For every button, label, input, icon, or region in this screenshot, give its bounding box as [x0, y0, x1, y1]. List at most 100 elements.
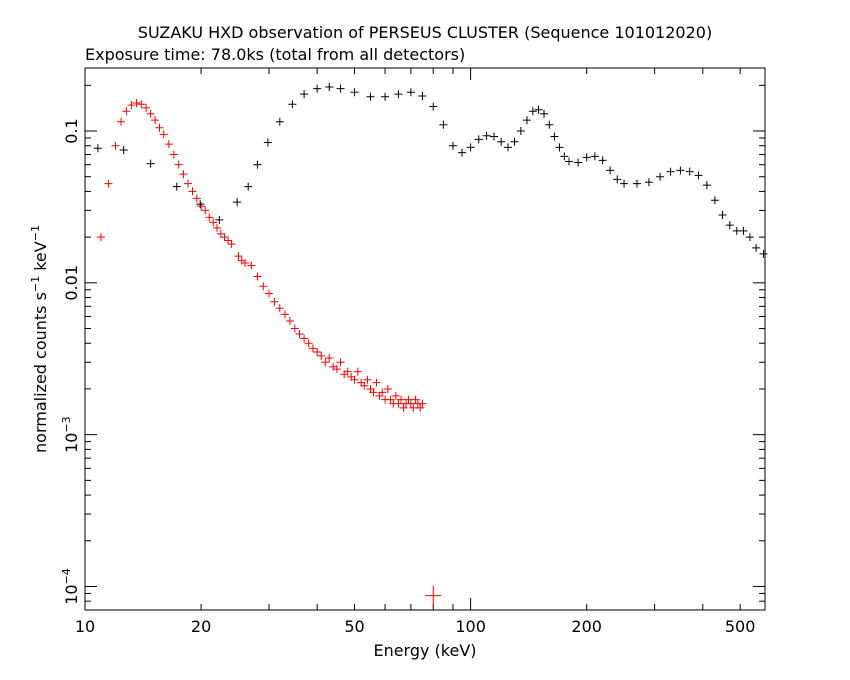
data-point	[656, 172, 665, 181]
data-point	[350, 375, 359, 384]
data-point	[325, 82, 334, 91]
data-point	[270, 297, 279, 306]
plot-frame	[84, 67, 766, 611]
data-point	[448, 141, 457, 150]
x-tick-label: 200	[571, 617, 602, 636]
data-point	[582, 153, 591, 162]
data-point	[159, 130, 168, 139]
data-point	[313, 84, 322, 93]
data-point	[264, 289, 273, 298]
data-point	[606, 166, 615, 175]
x-tick-label: 50	[344, 617, 364, 636]
data-point	[285, 317, 294, 326]
data-point	[710, 196, 719, 205]
x-tick-label: 100	[455, 617, 486, 636]
data-point	[565, 157, 574, 166]
data-point	[209, 218, 218, 227]
data-point	[363, 375, 372, 384]
data-point	[620, 179, 629, 188]
data-point	[490, 132, 499, 141]
data-point	[685, 167, 694, 176]
data-point	[321, 358, 330, 367]
data-point	[111, 141, 120, 150]
data-point	[560, 152, 569, 161]
data-point	[394, 90, 403, 99]
y-tick-label: 0.01	[62, 265, 81, 301]
data-point	[574, 158, 583, 167]
data-point	[220, 233, 229, 242]
y-tick-label: 10−3	[60, 416, 81, 453]
series	[93, 82, 768, 258]
data-point	[418, 92, 427, 101]
data-point	[227, 240, 236, 249]
x-axis-tick-labels: 10 20 50 100 200 500	[75, 617, 756, 636]
data-point	[718, 210, 727, 219]
data-point	[96, 233, 105, 242]
data-point	[197, 202, 206, 211]
data-point	[613, 175, 622, 184]
data-point	[482, 131, 491, 140]
data-point	[725, 221, 734, 230]
data-point	[290, 324, 299, 333]
data-point	[275, 117, 284, 126]
data-point	[184, 179, 193, 188]
data-point	[275, 304, 284, 313]
data-point	[555, 143, 564, 152]
data-point	[528, 107, 537, 116]
data-point	[418, 399, 427, 408]
data-point	[169, 150, 178, 159]
data-point	[308, 344, 317, 353]
data-point	[425, 585, 442, 606]
data-point	[280, 310, 289, 319]
data-point	[196, 200, 205, 209]
data-point	[247, 261, 256, 270]
data-point	[127, 101, 136, 110]
data-point	[288, 100, 297, 109]
data-point	[174, 160, 183, 169]
data-point	[179, 170, 188, 179]
data-point	[458, 148, 467, 157]
x-tick-label: 20	[191, 617, 211, 636]
y-axis-label: normalized counts s−1 keV−1	[29, 225, 50, 453]
data-point	[93, 144, 102, 153]
data-series	[93, 82, 768, 606]
data-point	[213, 223, 222, 232]
y-axis-tick-labels: 0.1 0.01 10−3 10−4	[60, 118, 81, 604]
data-point	[372, 378, 381, 387]
y-tick-label: 10−4	[60, 568, 81, 605]
data-point	[522, 116, 531, 125]
data-point	[360, 381, 369, 390]
data-point	[234, 252, 243, 261]
data-point	[409, 403, 418, 412]
data-point	[325, 353, 334, 362]
data-point	[205, 213, 214, 222]
data-point	[406, 399, 415, 408]
data-point	[164, 140, 173, 149]
data-point	[295, 330, 304, 339]
data-point	[132, 98, 141, 107]
data-point	[216, 229, 225, 238]
data-point	[666, 167, 675, 176]
data-point	[192, 194, 201, 203]
data-point	[383, 384, 392, 393]
data-point	[397, 395, 406, 404]
series	[96, 98, 442, 606]
data-point	[540, 109, 549, 118]
data-point	[752, 243, 761, 252]
data-point	[336, 84, 345, 93]
chart-subtitle: Exposure time: 78.0ks (total from all de…	[85, 45, 465, 64]
data-point	[739, 226, 748, 235]
data-point	[122, 107, 131, 116]
data-point	[332, 365, 341, 374]
data-point	[300, 90, 309, 99]
data-point	[119, 145, 128, 154]
x-axis-label: Energy (keV)	[373, 641, 476, 660]
data-point	[416, 403, 425, 412]
data-point	[317, 351, 326, 360]
data-point	[745, 233, 754, 242]
data-point	[534, 105, 543, 114]
data-point	[253, 160, 262, 169]
data-point	[391, 391, 400, 400]
chart-title: SUZAKU HXD observation of PERSEUS CLUSTE…	[138, 23, 712, 42]
data-point	[146, 109, 155, 118]
